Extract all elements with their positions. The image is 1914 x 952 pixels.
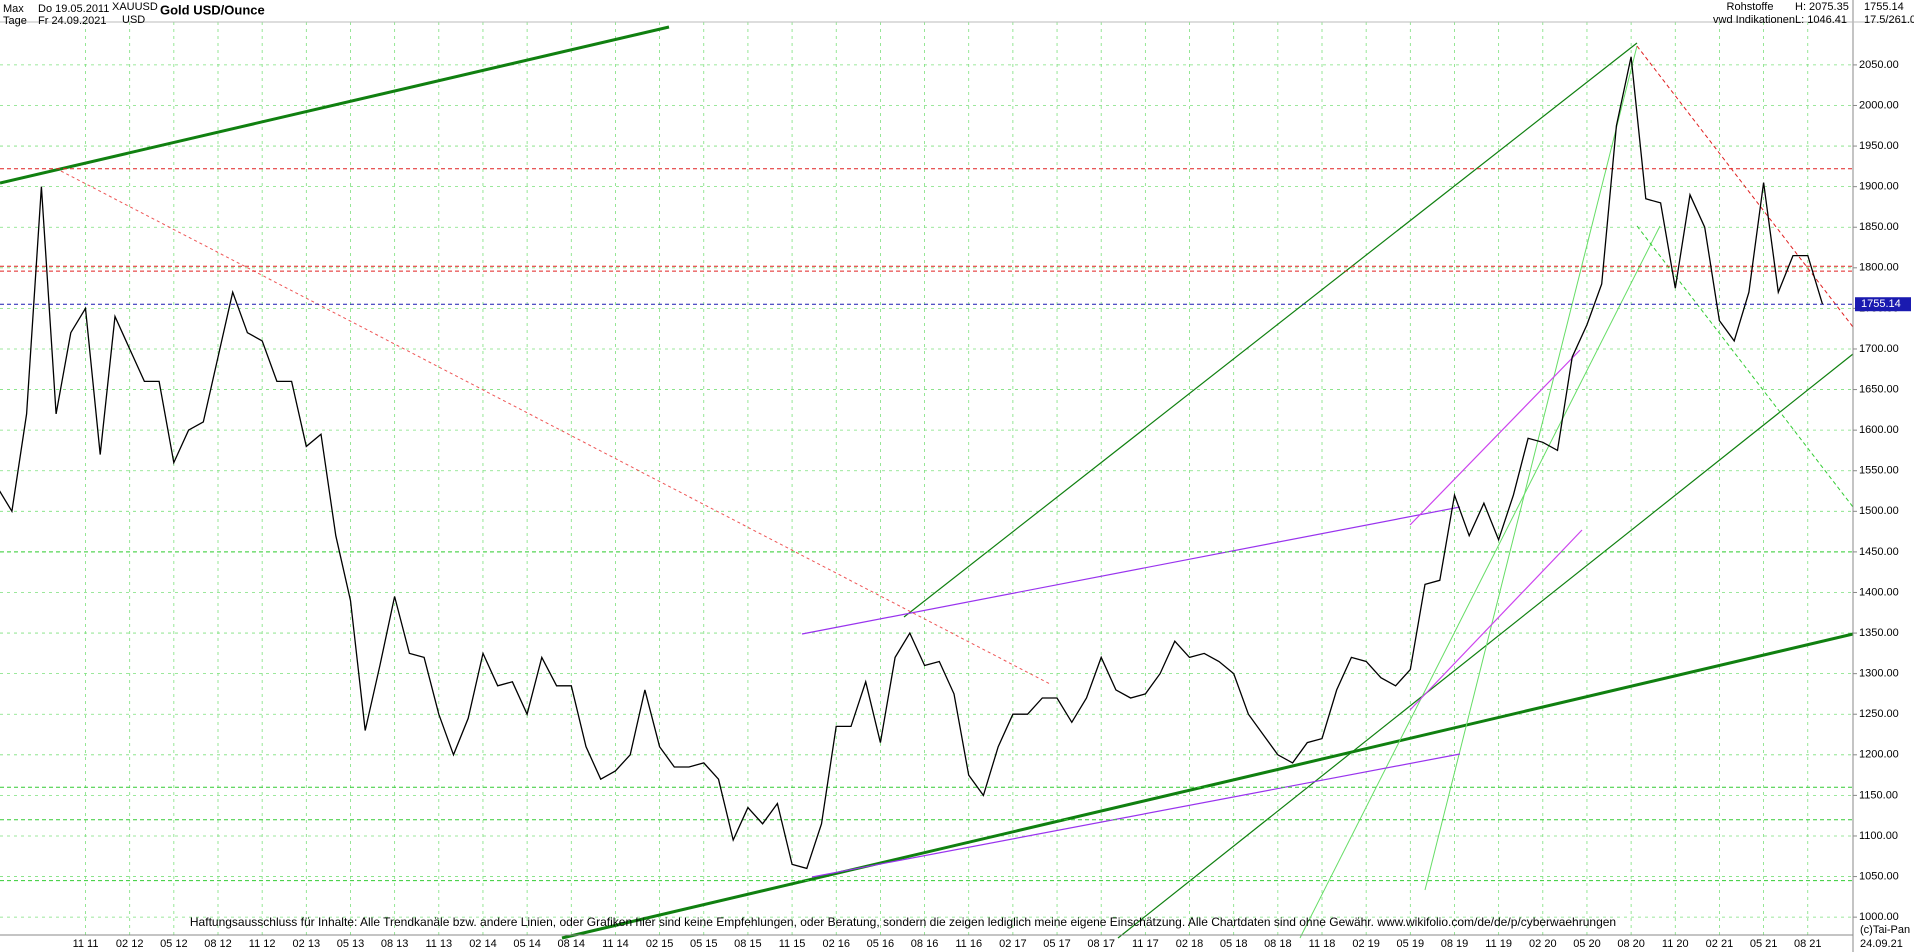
y-tick-label: 2050.00 xyxy=(1859,59,1899,71)
y-tick-label: 1800.00 xyxy=(1859,262,1899,274)
x-tick-label: 08 17 xyxy=(1087,938,1115,950)
x-tick-label: 05 16 xyxy=(867,938,895,950)
y-tick-label: 1550.00 xyxy=(1859,465,1899,477)
x-tick-label: 08 19 xyxy=(1441,938,1469,950)
x-tick-label: 02 13 xyxy=(293,938,321,950)
trendline xyxy=(561,632,1854,940)
y-tick-label: 1000.00 xyxy=(1859,911,1899,923)
y-tick-label: 1100.00 xyxy=(1859,830,1898,842)
category: Rohstoffe xyxy=(1727,1,1774,13)
trendline xyxy=(1409,529,1583,711)
last: 1755.14 xyxy=(1864,1,1904,13)
x-tick-label: 02 12 xyxy=(116,938,144,950)
y-tick-label: 1700.00 xyxy=(1859,343,1899,355)
end-date: 24.09.21 xyxy=(1860,938,1903,950)
info: 17.5/261.0 xyxy=(1864,14,1914,26)
y-tick-label: 1200.00 xyxy=(1859,749,1899,761)
x-tick-label: 05 18 xyxy=(1220,938,1248,950)
y-tick-label: 1250.00 xyxy=(1859,708,1899,720)
x-tick-label: 02 14 xyxy=(469,938,497,950)
x-tick-label: 11 18 xyxy=(1309,938,1336,950)
trendline xyxy=(811,753,1461,878)
price-line xyxy=(0,56,1824,870)
x-tick-label: 11 14 xyxy=(602,938,629,950)
last-price-box xyxy=(1855,297,1911,312)
y-tick-label: 1900.00 xyxy=(1859,181,1899,193)
y-tick-label: 1850.00 xyxy=(1859,221,1899,233)
x-tick-label: 05 12 xyxy=(160,938,188,950)
x-tick-label: 11 17 xyxy=(1132,938,1159,950)
x-tick-label: 11 16 xyxy=(955,938,982,950)
x-tick-label: 08 20 xyxy=(1617,938,1645,950)
period: Max xyxy=(3,3,24,15)
y-tick-label: 1600.00 xyxy=(1859,424,1899,436)
trendline xyxy=(801,506,1461,635)
plot xyxy=(0,56,1824,870)
y-tick-label: 1650.00 xyxy=(1859,383,1899,395)
y-tick-label: 1300.00 xyxy=(1859,668,1899,680)
last-price-label: 1755.14 xyxy=(1861,298,1901,310)
x-tick-label: 08 21 xyxy=(1794,938,1822,950)
x-tick-label: 11 20 xyxy=(1662,938,1689,950)
x-tick-label: 05 15 xyxy=(690,938,718,950)
trendline xyxy=(1409,349,1581,526)
x-tick-label: 11 15 xyxy=(779,938,806,950)
source: vwd Indikationen xyxy=(1713,14,1795,26)
x-tick-label: 05 13 xyxy=(337,938,365,950)
x-tick-label: 02 21 xyxy=(1706,938,1734,950)
x-tick-label: 11 19 xyxy=(1485,938,1512,950)
x-tick-label: 05 17 xyxy=(1043,938,1071,950)
low: L: 1046.41 xyxy=(1795,14,1847,26)
high: H: 2075.35 xyxy=(1795,1,1849,13)
y-tick-label: 1050.00 xyxy=(1859,870,1899,882)
x-tick-label: 08 13 xyxy=(381,938,409,950)
x-tick-label: 02 16 xyxy=(822,938,850,950)
x-tick-label: 02 19 xyxy=(1352,938,1380,950)
x-tick-label: 02 15 xyxy=(646,938,674,950)
x-tick-label: 02 20 xyxy=(1529,938,1557,950)
x-tick-label: 08 14 xyxy=(558,938,586,950)
currency: USD xyxy=(122,14,145,26)
trendlines xyxy=(0,25,1854,940)
y-tick-label: 1150.00 xyxy=(1859,789,1898,801)
x-tick-label: 02 17 xyxy=(999,938,1027,950)
y-tick-label: 1500.00 xyxy=(1859,505,1899,517)
trendline xyxy=(903,42,1638,618)
y-tick-label: 1450.00 xyxy=(1859,546,1899,558)
to-date: Fr 24.09.2021 xyxy=(38,15,107,27)
from-date: Do 19.05.2011 xyxy=(38,3,109,15)
x-tick-label: 05 19 xyxy=(1397,938,1425,950)
x-tick-label: 08 12 xyxy=(204,938,232,950)
x-tick-label: 08 16 xyxy=(911,938,939,950)
symbol: XAUUSD xyxy=(112,1,158,13)
x-tick-label: 11 12 xyxy=(249,938,276,950)
trendline xyxy=(1636,45,1854,328)
x-tick-label: 02 18 xyxy=(1176,938,1204,950)
trendline xyxy=(1424,45,1638,891)
trendline xyxy=(0,25,670,185)
x-tick-label: 11 11 xyxy=(73,938,99,950)
grid xyxy=(0,22,1853,935)
x-tick-label: 05 14 xyxy=(513,938,541,950)
y-tick-label: 1950.00 xyxy=(1859,140,1899,152)
x-tick-label: 05 20 xyxy=(1573,938,1601,950)
trendline xyxy=(1117,353,1854,939)
interval: Tage xyxy=(3,15,27,27)
levels xyxy=(0,168,1853,882)
x-tick-label: 11 13 xyxy=(425,938,452,950)
y-tick-label: 1350.00 xyxy=(1859,627,1899,639)
copyright: (c)Tai-Pan xyxy=(1860,924,1910,936)
x-tick-label: 08 18 xyxy=(1264,938,1292,950)
disclaimer: Haftungsausschluss für Inhalte: Alle Tre… xyxy=(190,915,1616,929)
title: Gold USD/Ounce xyxy=(160,2,265,17)
x-tick-label: 05 21 xyxy=(1750,938,1778,950)
y-tick-label: 2000.00 xyxy=(1859,99,1899,111)
y-tick-label: 1400.00 xyxy=(1859,586,1899,598)
x-tick-label: 08 15 xyxy=(734,938,762,950)
